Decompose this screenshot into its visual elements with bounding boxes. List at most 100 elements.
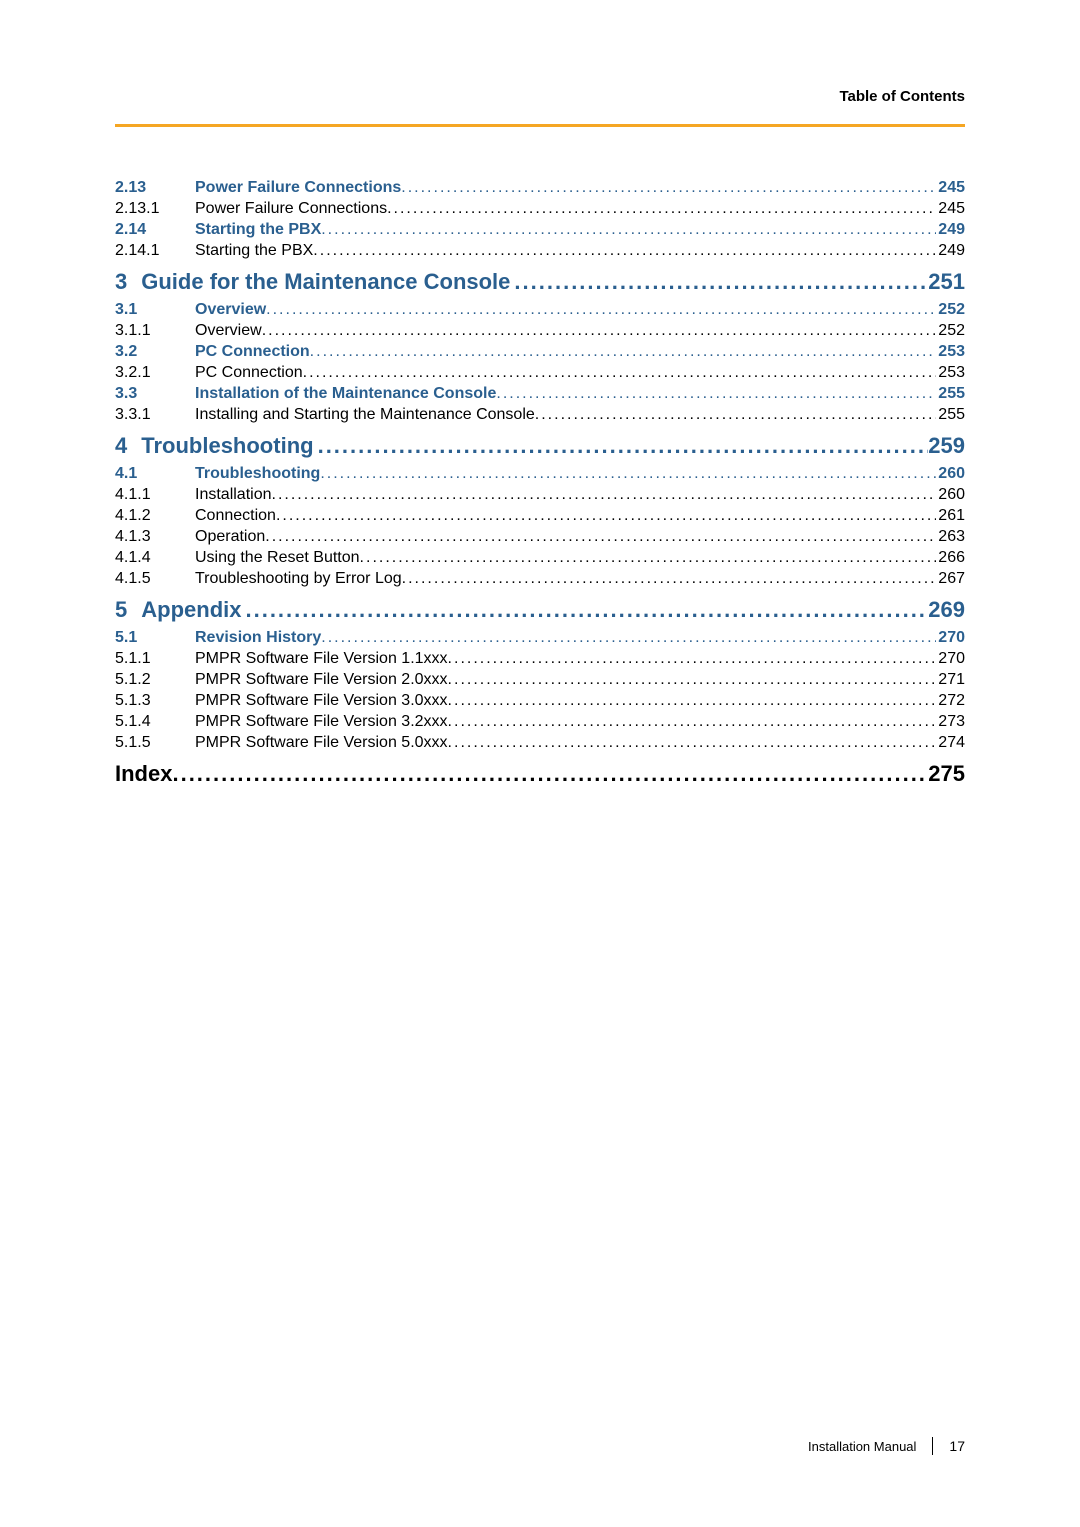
toc-entry-page: 253 [936, 362, 965, 383]
toc-chapter: 3Guide for the Maintenance Console 251 [115, 267, 965, 297]
toc-entry-page: 252 [936, 320, 965, 341]
toc-entry-page: 249 [936, 240, 965, 261]
toc-entry-title: Starting the PBX [195, 219, 321, 240]
footer-page-number: 17 [949, 1438, 965, 1454]
toc-entry-title: Overview [195, 299, 266, 320]
toc-entry-title: Power Failure Connections [195, 198, 387, 219]
toc-container: 2.13Power Failure Connections 2452.13.1P… [115, 177, 965, 789]
toc-entry-page: 266 [936, 547, 965, 568]
toc-entry-number: 5.1.4 [115, 711, 195, 732]
toc-entry-page: 272 [936, 690, 965, 711]
toc-entry: 4.1.2Connection 261 [115, 505, 965, 526]
toc-entry-number: 5.1.2 [115, 669, 195, 690]
toc-entry-number: 4.1 [115, 463, 195, 484]
toc-entry-page: 271 [936, 669, 965, 690]
toc-entry-page: 267 [936, 568, 965, 589]
accent-bar [115, 124, 965, 127]
toc-leader-dots [496, 383, 936, 404]
toc-chapter-number: 3 [115, 267, 141, 297]
toc-entry: 4.1.1Installation 260 [115, 484, 965, 505]
toc-entry-page: 255 [936, 383, 965, 404]
toc-entry-page: 260 [936, 484, 965, 505]
toc-leader-dots [172, 759, 928, 789]
toc-entry: 5.1.2PMPR Software File Version 2.0xxx 2… [115, 669, 965, 690]
toc-index-page: 275 [928, 759, 965, 789]
toc-leader-dots [448, 711, 937, 732]
toc-chapter-title: Guide for the Maintenance Console [141, 267, 514, 297]
toc-entry: 5.1.3PMPR Software File Version 3.0xxx 2… [115, 690, 965, 711]
toc-chapter-number: 5 [115, 595, 141, 625]
toc-entry-page: 270 [936, 648, 965, 669]
toc-leader-dots [321, 627, 936, 648]
toc-entry: 5.1.4PMPR Software File Version 3.2xxx 2… [115, 711, 965, 732]
toc-leader-dots [360, 547, 937, 568]
toc-entry-title: Troubleshooting by Error Log [195, 568, 402, 589]
toc-entry-number: 2.14 [115, 219, 195, 240]
toc-entry-title: Using the Reset Button [195, 547, 360, 568]
toc-leader-dots [448, 669, 937, 690]
toc-chapter-number: 4 [115, 431, 141, 461]
running-header-title: Table of Contents [839, 88, 965, 105]
toc-entry-number: 4.1.1 [115, 484, 195, 505]
toc-entry-title: Troubleshooting [195, 463, 320, 484]
toc-chapter-title: Troubleshooting [141, 431, 317, 461]
toc-entry-page: 252 [936, 299, 965, 320]
toc-leader-dots [448, 690, 937, 711]
toc-entry: 5.1.5PMPR Software File Version 5.0xxx 2… [115, 732, 965, 753]
toc-entry-title: PMPR Software File Version 1.1xxx [195, 648, 448, 669]
toc-leader-dots [276, 505, 936, 526]
toc-entry-page: 273 [936, 711, 965, 732]
toc-leader-dots [313, 240, 936, 261]
toc-chapter-title: Appendix [141, 595, 245, 625]
toc-entry: 5.1.1PMPR Software File Version 1.1xxx 2… [115, 648, 965, 669]
toc-leader-dots [265, 526, 936, 547]
toc-entry-title: PC Connection [195, 362, 303, 383]
footer: Installation Manual 17 [808, 1437, 965, 1455]
toc-entry-title: PMPR Software File Version 5.0xxx [195, 732, 448, 753]
toc-chapter-page: 269 [928, 595, 965, 625]
toc-entry-page: 245 [936, 177, 965, 198]
toc-entry: 4.1.4Using the Reset Button 266 [115, 547, 965, 568]
toc-entry-title: PMPR Software File Version 2.0xxx [195, 669, 448, 690]
toc-leader-dots [303, 362, 937, 383]
toc-leader-dots [262, 320, 937, 341]
toc-entry-page: 263 [936, 526, 965, 547]
toc-entry-number: 3.1.1 [115, 320, 195, 341]
toc-leader-dots [448, 732, 937, 753]
toc-entry-number: 4.1.4 [115, 547, 195, 568]
toc-entry: 2.14.1Starting the PBX 249 [115, 240, 965, 261]
toc-entry-title: Power Failure Connections [195, 177, 401, 198]
toc-chapter: 4Troubleshooting 259 [115, 431, 965, 461]
toc-entry-page: 255 [936, 404, 965, 425]
toc-entry-number: 4.1.5 [115, 568, 195, 589]
toc-entry: 3.2PC Connection 253 [115, 341, 965, 362]
toc-entry-number: 3.2 [115, 341, 195, 362]
toc-entry: 2.13Power Failure Connections 245 [115, 177, 965, 198]
toc-entry-title: Installation [195, 484, 272, 505]
toc-entry: 3.3.1Installing and Starting the Mainten… [115, 404, 965, 425]
toc-entry: 4.1.5Troubleshooting by Error Log 267 [115, 568, 965, 589]
toc-entry-number: 3.1 [115, 299, 195, 320]
toc-entry: 4.1Troubleshooting 260 [115, 463, 965, 484]
toc-entry: 2.13.1Power Failure Connections 245 [115, 198, 965, 219]
toc-entry-title: Overview [195, 320, 262, 341]
toc-entry-page: 253 [936, 341, 965, 362]
toc-chapter: 5Appendix 269 [115, 595, 965, 625]
toc-leader-dots [245, 595, 928, 625]
toc-leader-dots [401, 177, 936, 198]
toc-chapter-page: 259 [928, 431, 965, 461]
toc-leader-dots [535, 404, 937, 425]
toc-leader-dots [402, 568, 937, 589]
toc-leader-dots [266, 299, 936, 320]
toc-entry-page: 249 [936, 219, 965, 240]
toc-leader-dots [387, 198, 936, 219]
toc-entry-number: 5.1 [115, 627, 195, 648]
toc-index: Index275 [115, 759, 965, 789]
page-content: Table of Contents 2.13Power Failure Conn… [0, 0, 1080, 789]
toc-entry-page: 245 [936, 198, 965, 219]
toc-entry: 3.1.1Overview 252 [115, 320, 965, 341]
toc-entry: 3.3Installation of the Maintenance Conso… [115, 383, 965, 404]
toc-leader-dots [272, 484, 937, 505]
toc-entry-number: 5.1.1 [115, 648, 195, 669]
toc-entry-title: Connection [195, 505, 276, 526]
